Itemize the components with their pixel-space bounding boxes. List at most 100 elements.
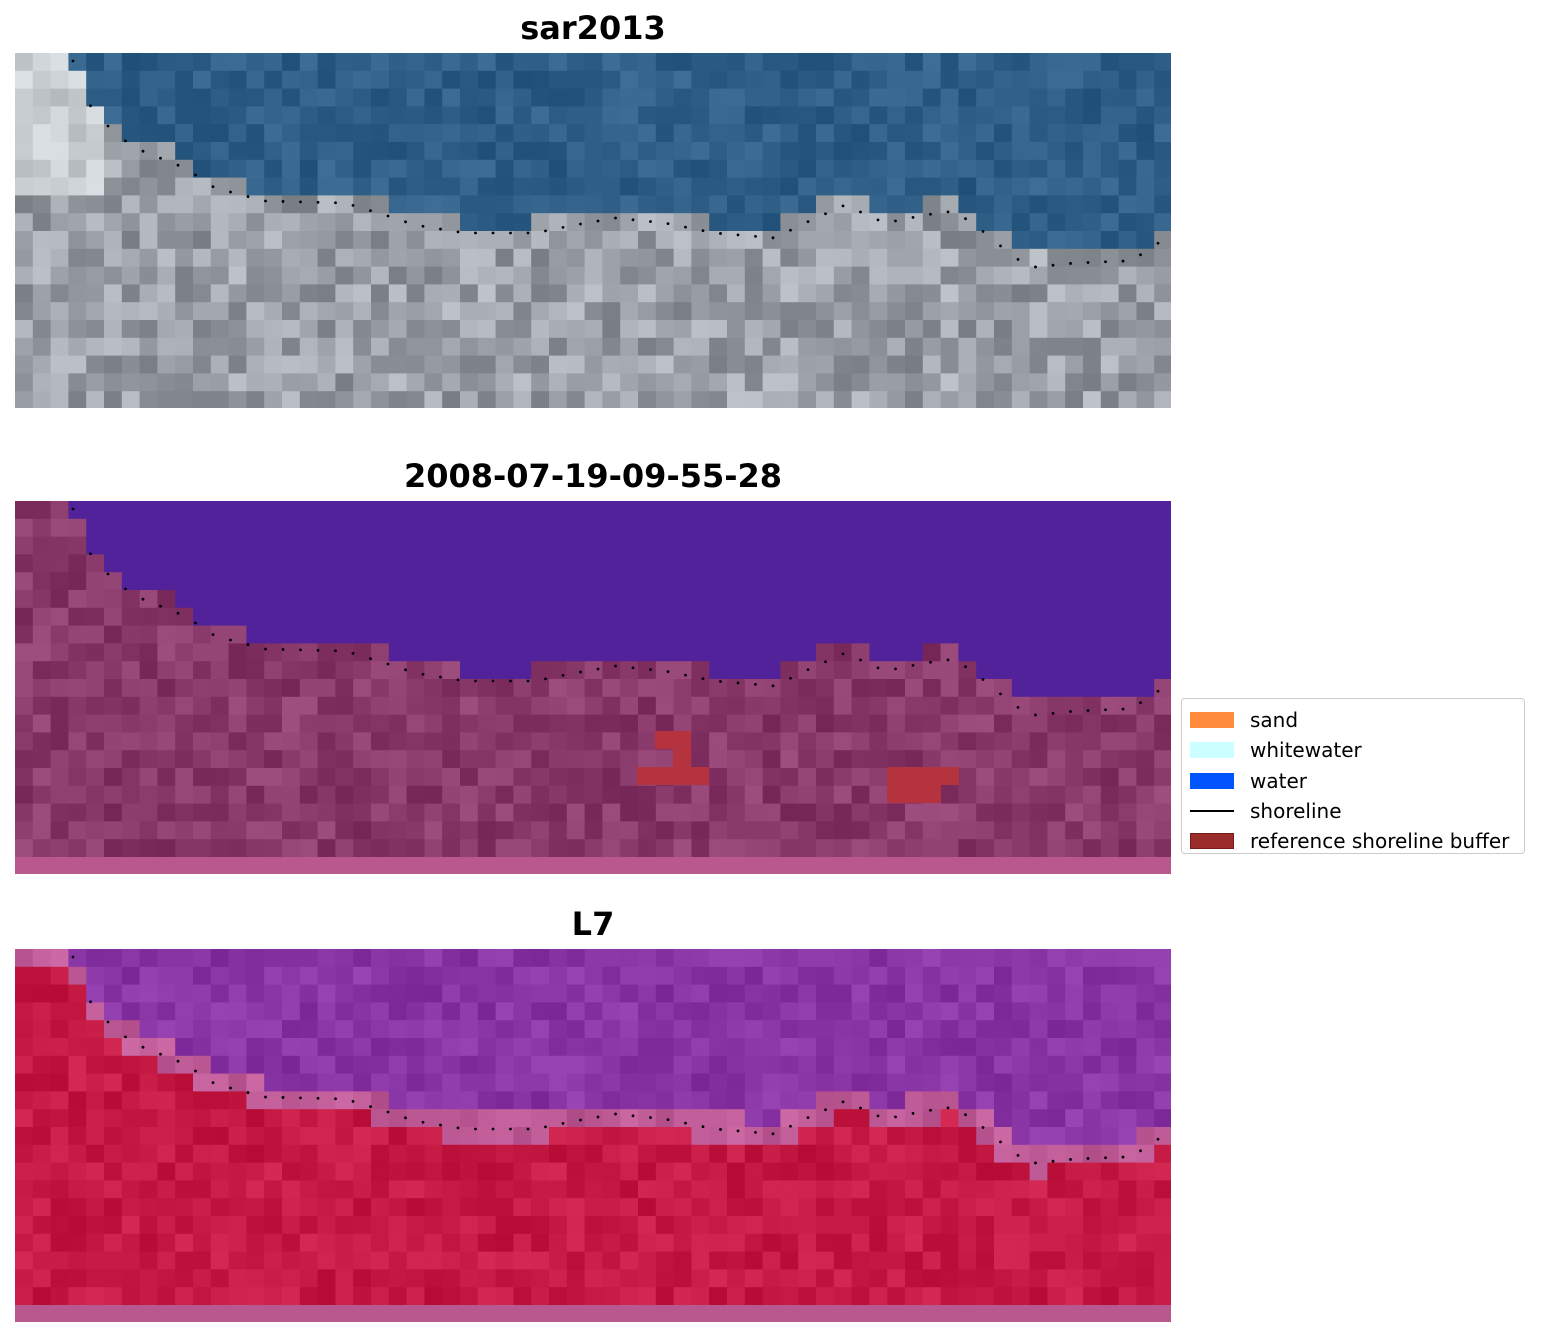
raster-cell [388,1233,408,1253]
raster-cell [1047,1055,1066,1075]
raster-cell [1136,355,1155,374]
raster-cell [477,607,497,627]
raster-cell [976,803,995,822]
raster-cell [175,1269,194,1288]
raster-cell [282,1162,301,1181]
raster-cell [371,1073,390,1092]
raster-cell [958,625,977,644]
raster-cell [477,679,497,698]
raster-cell [958,679,977,698]
raster-cell [798,53,817,72]
raster-cell [780,714,799,733]
raster-cell [388,1020,408,1039]
raster-cell [958,572,977,591]
raster-cell [1136,625,1155,644]
raster-cell [86,70,105,90]
raster-cell [940,949,959,968]
raster-cell [50,284,69,303]
raster-cell [620,590,639,609]
raster-cell [68,1055,87,1075]
raster-cell [282,821,301,840]
shoreline-point [281,1096,285,1099]
raster-cell [442,1038,461,1057]
raster-cell [406,373,425,392]
raster-cell [816,984,835,1003]
raster-cell [1083,857,1102,874]
raster-cell [210,1020,230,1039]
shoreline-point [106,1020,110,1024]
raster-cell [638,213,657,232]
raster-cell [549,373,568,392]
raster-cell [673,1251,692,1270]
raster-cell [157,1305,176,1322]
raster-cell [335,590,354,609]
raster-cell [994,643,1013,662]
raster-cell [638,177,657,196]
raster-cell [655,159,675,179]
raster-cell [193,554,212,573]
raster-cell [193,839,212,858]
raster-cell [1100,501,1120,520]
raster-cell [424,607,443,627]
raster-cell [1011,124,1031,143]
raster-cell [513,266,532,285]
raster-cell [193,231,212,250]
raster-cell [620,373,639,392]
raster-cell [299,1127,319,1146]
raster-cell [1083,355,1102,374]
raster-cell [584,302,603,321]
raster-cell [1118,1038,1137,1057]
raster-cell [246,1180,265,1199]
raster-cell [816,1055,835,1075]
raster-cell [709,70,728,90]
raster-cell [371,88,390,107]
raster-cell [68,803,87,822]
raster-cell [246,320,265,339]
raster-cell [388,302,408,321]
raster-cell [673,839,692,858]
raster-cell [317,231,336,250]
raster-cell [1047,248,1066,268]
raster-cell [210,1162,230,1181]
raster-cell [994,70,1013,90]
raster-cell [958,661,977,680]
raster-cell [816,554,835,573]
raster-cell [495,625,514,644]
raster-cell [869,966,888,986]
raster-cell [246,949,265,968]
raster-cell [424,536,443,555]
raster-cell [139,53,158,72]
raster-cell [513,1287,532,1306]
raster-cell [175,355,194,374]
raster-cell [139,391,158,408]
shoreline-point [736,681,740,685]
raster-cell [86,248,105,268]
raster-cell [584,518,603,538]
raster-cell [584,1233,603,1253]
raster-cell [193,1055,212,1075]
raster-cell [1029,966,1048,986]
raster-cell [1083,159,1102,179]
raster-cell [264,1144,283,1164]
raster-cell [780,857,799,874]
raster-cell [68,857,87,874]
raster-cell [1029,590,1048,609]
raster-cell [264,373,283,392]
raster-cell [1136,1002,1155,1021]
raster-cell [210,966,230,986]
raster-cell [905,302,924,321]
raster-cell [602,750,621,769]
raster-cell [210,231,230,250]
raster-cell [139,984,158,1003]
raster-cell [175,679,194,698]
raster-cell [282,661,301,680]
raster-cell [566,839,586,858]
raster-cell [620,518,639,538]
raster-cell [1154,302,1171,321]
raster-cell [709,607,728,627]
raster-cell [32,1109,52,1128]
raster-cell [620,803,639,822]
raster-cell [638,821,657,840]
raster-cell [869,1269,888,1288]
raster-cell [388,1198,408,1217]
